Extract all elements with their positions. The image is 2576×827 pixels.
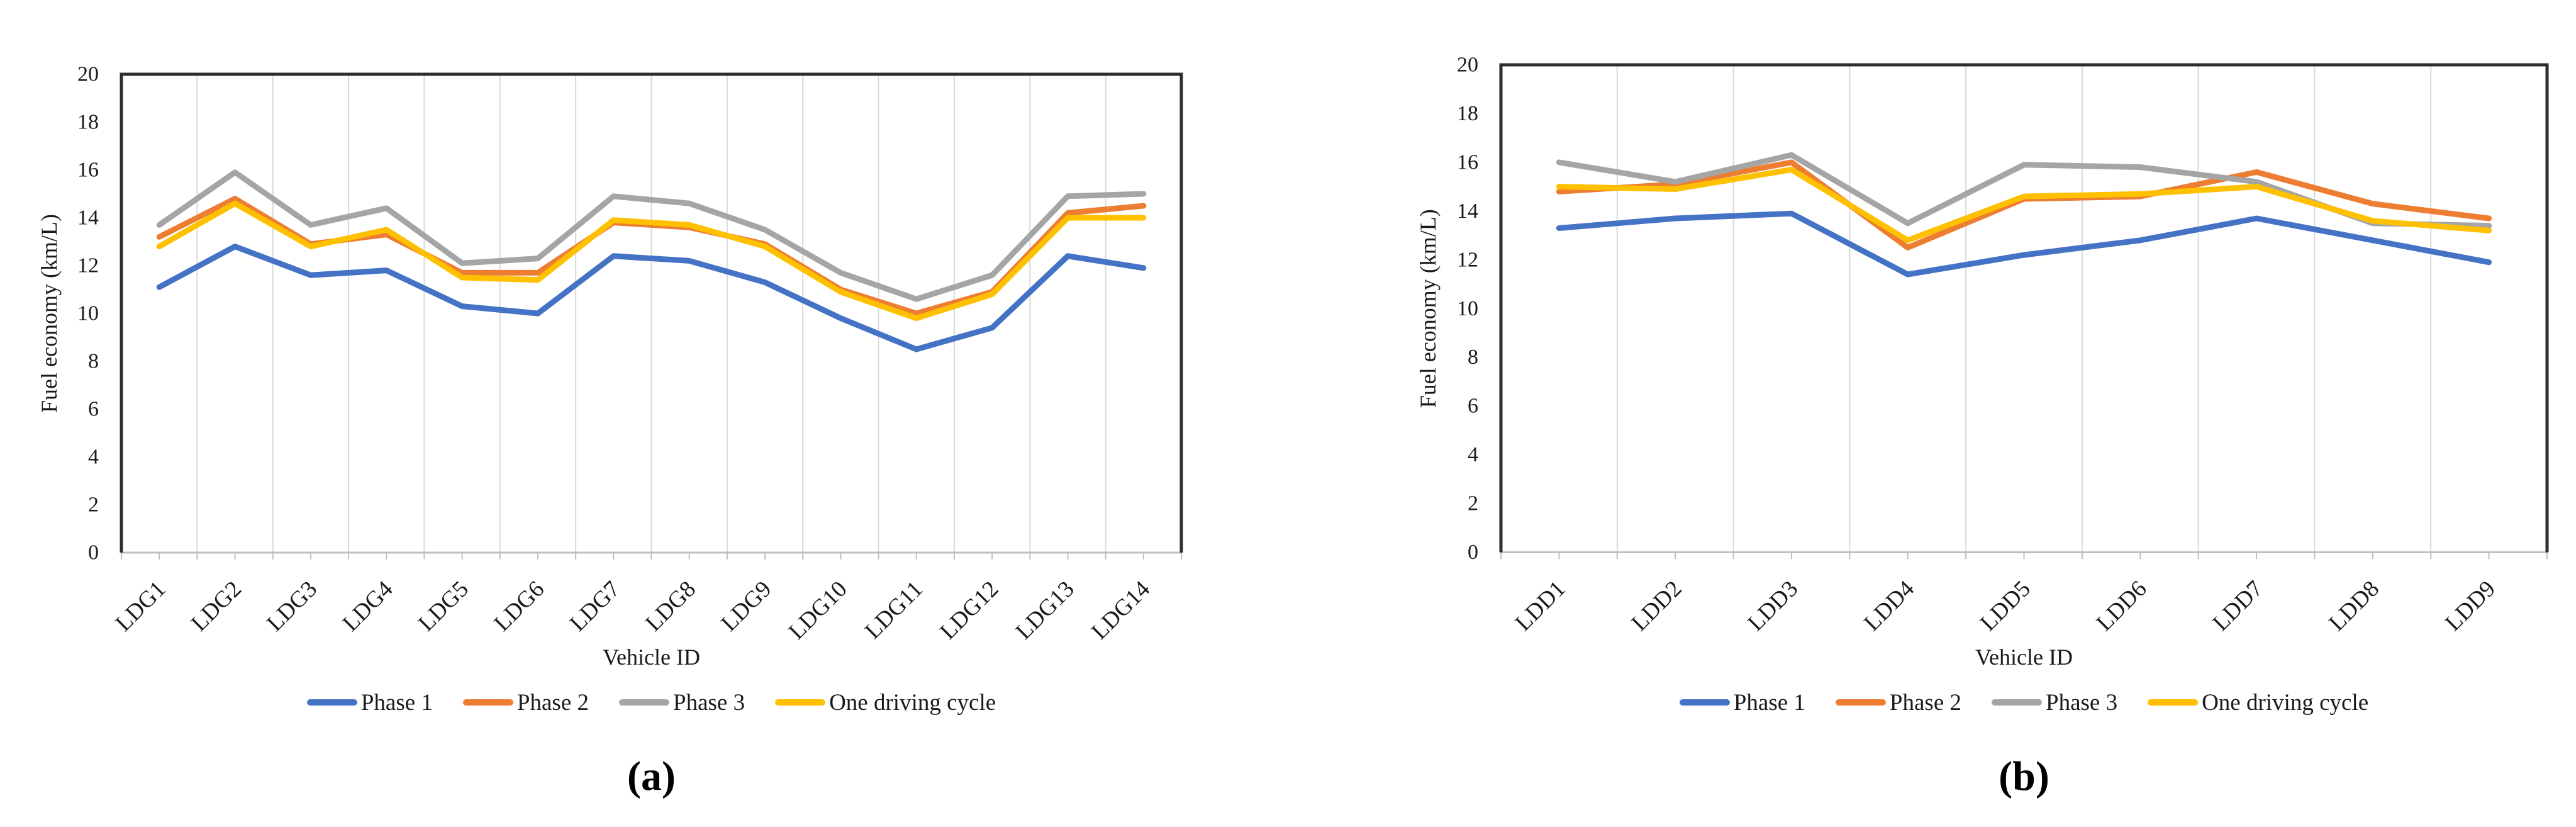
legend-label: One driving cycle (829, 689, 996, 716)
legend-item-phase-3-a: Phase 3 (619, 689, 745, 716)
legend-swatch-phase-1-icon (1679, 699, 1730, 706)
x-tick-label: LDD1 (1510, 576, 1571, 636)
y-tick-label: 8 (1468, 346, 1478, 369)
legend-item-phase-1-b: Phase 1 (1679, 689, 1805, 716)
legend-swatch-phase-1-icon (306, 699, 357, 706)
y-tick-label: 16 (1457, 150, 1478, 174)
legend-label: Phase 1 (360, 689, 433, 716)
series-line-one-driving-cycle-a (156, 200, 1147, 322)
plot-border (120, 72, 1183, 553)
y-tick-label: 18 (77, 111, 99, 134)
legend-swatch-phase-2-icon (462, 699, 513, 706)
series-line-phase-1-b (1556, 210, 2492, 278)
y-tick-label: 0 (88, 541, 99, 565)
y-tick-label: 2 (88, 493, 99, 517)
x-tick-label: LDG1 (111, 576, 171, 636)
x-axis-title: Vehicle ID (1975, 644, 2073, 670)
plot-border (1499, 63, 2549, 553)
legend-chart-b: Phase 1 Phase 2 Phase 3 One driving cycle (1501, 689, 2547, 716)
y-tick-label: 2 (1468, 492, 1478, 515)
legend-label: One driving cycle (2202, 689, 2369, 716)
legend-item-phase-1-a: Phase 1 (306, 689, 433, 716)
legend-item-phase-2-a: Phase 2 (462, 689, 589, 716)
x-tick-label: LDD3 (1742, 576, 1803, 636)
y-tick-label: 8 (88, 350, 99, 373)
x-tick-label: LDG10 (784, 576, 852, 644)
x-tick-label: LDD4 (1859, 576, 1919, 636)
y-tick-label: 14 (77, 206, 99, 230)
legend-item-one-driving-cycle-b: One driving cycle (2148, 689, 2368, 716)
y-tick-label: 0 (1468, 541, 1478, 564)
x-tick-label: LDD6 (2092, 576, 2152, 636)
series-line-phase-1-a (156, 244, 1147, 352)
legend-label: Phase 3 (673, 689, 745, 716)
x-tick-label: LDG6 (489, 576, 549, 636)
x-tick-label: LDG11 (860, 576, 928, 644)
legend-item-one-driving-cycle-a: One driving cycle (775, 689, 996, 716)
legend-item-phase-3-b: Phase 3 (1992, 689, 2117, 716)
series-line-one-driving-cycle-b (1556, 167, 2492, 244)
x-tick-label: LDG12 (935, 576, 1004, 644)
x-tick-label: LDG4 (338, 576, 398, 636)
legend-swatch-one-driving-cycle-icon (2148, 699, 2199, 706)
y-tick-label: 10 (77, 302, 99, 325)
series-line-phase-3-a (156, 169, 1147, 302)
y-tick-label: 6 (1468, 395, 1478, 418)
x-tick-label: LDD7 (2208, 576, 2268, 636)
legend-label: Phase 2 (1889, 689, 1961, 716)
legend-label: Phase 1 (1733, 689, 1805, 716)
y-tick-label: 20 (77, 63, 99, 86)
y-tick-label: 12 (1457, 248, 1478, 271)
x-tick-label: LDD5 (1975, 576, 2036, 636)
y-tick-label: 14 (1457, 200, 1478, 223)
y-tick-label: 12 (77, 254, 99, 278)
y-tick-label: 6 (88, 398, 99, 421)
x-tick-label: LDG9 (716, 576, 777, 636)
legend-item-phase-2-b: Phase 2 (1835, 689, 1961, 716)
y-tick-label: 4 (88, 446, 99, 469)
x-tick-label: LDD8 (2324, 576, 2384, 636)
legend-swatch-phase-3-icon (619, 699, 669, 706)
y-tick-label: 18 (1457, 102, 1478, 125)
caption-chart-b: (b) (1999, 753, 2049, 799)
x-axis-title: Vehicle ID (603, 644, 700, 670)
caption-chart-a: (a) (627, 753, 676, 799)
y-tick-label: 20 (1457, 53, 1478, 77)
x-tick-label: LDD9 (2440, 576, 2501, 636)
x-tick-label: LDD2 (1627, 576, 1687, 636)
legend-chart-a: Phase 1 Phase 2 Phase 3 One driving cycle (121, 689, 1181, 716)
legend-swatch-phase-2-icon (1835, 699, 1886, 706)
y-tick-label: 10 (1457, 297, 1478, 320)
x-tick-label: LDG3 (262, 576, 322, 636)
x-tick-label: LDG8 (640, 576, 701, 636)
legend-label: Phase 2 (516, 689, 589, 716)
y-axis-title: Fuel economy (km/L) (36, 214, 62, 413)
legend-swatch-phase-3-icon (1992, 699, 2042, 706)
legend-label: Phase 3 (2046, 689, 2118, 716)
x-tick-label: LDG14 (1086, 576, 1155, 644)
x-tick-label: LDG13 (1011, 576, 1079, 644)
x-tick-label: LDG5 (413, 576, 474, 636)
legend-swatch-one-driving-cycle-icon (775, 699, 826, 706)
y-axis-title: Fuel economy (km/L) (1415, 209, 1441, 408)
y-tick-label: 4 (1468, 443, 1478, 466)
x-tick-label: LDG7 (565, 576, 625, 636)
x-tick-label: LDG2 (186, 576, 247, 636)
y-tick-label: 16 (77, 159, 99, 182)
